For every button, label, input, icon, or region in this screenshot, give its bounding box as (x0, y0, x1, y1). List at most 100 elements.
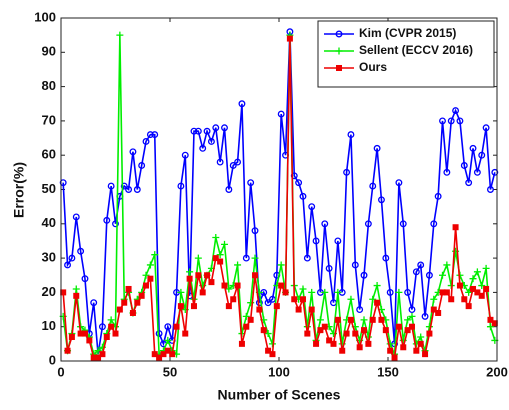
data-point (404, 327, 411, 334)
data-point (387, 347, 394, 354)
y-tick-label: 90 (42, 44, 56, 59)
data-point (151, 351, 158, 358)
data-point (194, 127, 202, 135)
data-point (478, 282, 486, 290)
data-point (435, 309, 442, 316)
data-point (303, 254, 311, 262)
data-point (343, 168, 351, 176)
data-point (382, 254, 390, 262)
data-point (278, 282, 285, 289)
data-point (125, 186, 133, 193)
data-point (64, 347, 71, 354)
data-point (77, 247, 85, 255)
data-point (243, 323, 250, 330)
data-point (351, 261, 359, 269)
data-point (125, 285, 132, 292)
data-point (256, 306, 263, 313)
data-point (378, 316, 385, 323)
data-point (207, 138, 215, 145)
legend-label: Sellent (ECCV 2016) (359, 43, 473, 57)
data-point (439, 271, 446, 279)
data-point (273, 303, 280, 310)
data-point (146, 131, 154, 139)
data-point (81, 330, 88, 337)
data-point (68, 254, 76, 262)
data-point (208, 279, 215, 286)
data-point (217, 258, 224, 265)
data-point (295, 179, 303, 187)
data-point (417, 340, 424, 347)
data-point (277, 110, 285, 118)
data-point (330, 340, 337, 347)
legend-marker (335, 47, 343, 55)
data-point (469, 144, 477, 152)
data-point (308, 288, 316, 296)
data-point (408, 306, 416, 313)
data-point (225, 285, 233, 293)
data-point (194, 254, 202, 262)
data-point (299, 192, 307, 200)
data-point (478, 151, 486, 159)
data-point (112, 330, 119, 337)
data-point (177, 182, 185, 190)
data-point (482, 264, 490, 272)
data-point (190, 127, 198, 135)
data-point (108, 323, 115, 330)
data-point (313, 340, 320, 347)
data-point (299, 285, 307, 293)
data-point (143, 282, 150, 289)
x-axis-label: Number of Scenes (218, 387, 341, 403)
data-point (482, 124, 490, 132)
data-point (452, 107, 460, 115)
data-point (134, 299, 141, 306)
data-point (98, 323, 106, 331)
data-point (369, 182, 377, 190)
data-point (94, 347, 102, 355)
data-point (312, 237, 320, 245)
data-point (356, 306, 364, 313)
data-point (138, 162, 146, 169)
data-point (334, 288, 342, 296)
data-point (465, 179, 473, 187)
data-point (221, 124, 228, 132)
data-point (316, 316, 324, 324)
data-point (190, 303, 197, 310)
data-point (186, 275, 193, 282)
data-point (238, 340, 245, 347)
data-point (491, 168, 499, 176)
data-point (473, 168, 481, 176)
data-point (142, 138, 150, 145)
data-point (439, 117, 446, 125)
data-point (252, 272, 259, 279)
data-point (317, 327, 324, 334)
data-point (164, 336, 172, 344)
y-tick-label: 60 (42, 147, 56, 162)
data-point (334, 237, 342, 245)
data-point (164, 347, 171, 354)
data-point (430, 306, 437, 313)
data-point (269, 351, 276, 358)
y-tick-label: 0 (49, 352, 56, 367)
data-point (221, 282, 228, 289)
data-point (456, 117, 464, 125)
data-point (182, 330, 189, 337)
data-point (120, 182, 128, 190)
data-point (369, 316, 376, 323)
data-point (129, 148, 137, 156)
data-point (86, 337, 93, 344)
data-point (456, 282, 463, 289)
data-point (447, 117, 455, 125)
data-point (90, 299, 98, 307)
data-point (199, 289, 206, 296)
data-point (391, 354, 398, 361)
y-tick-label: 10 (42, 318, 56, 333)
data-point (181, 151, 189, 159)
data-point (151, 131, 159, 139)
data-point (343, 330, 350, 337)
data-point (443, 261, 451, 269)
data-point (156, 354, 163, 361)
data-point (225, 186, 233, 193)
data-point (129, 309, 136, 316)
data-point (247, 179, 255, 187)
data-point (282, 289, 289, 296)
